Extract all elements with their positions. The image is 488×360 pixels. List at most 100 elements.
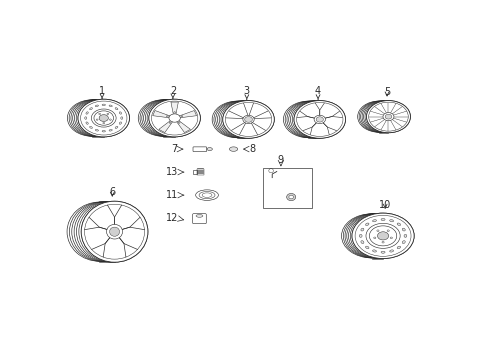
- Polygon shape: [152, 111, 171, 118]
- Ellipse shape: [377, 232, 388, 240]
- Ellipse shape: [115, 108, 118, 110]
- Ellipse shape: [380, 219, 384, 221]
- Ellipse shape: [99, 113, 101, 114]
- Polygon shape: [178, 111, 196, 118]
- Ellipse shape: [84, 117, 86, 119]
- Ellipse shape: [382, 113, 393, 121]
- Ellipse shape: [396, 246, 400, 249]
- Ellipse shape: [95, 129, 98, 131]
- Ellipse shape: [86, 112, 88, 114]
- Ellipse shape: [109, 227, 120, 236]
- Ellipse shape: [293, 100, 345, 138]
- Polygon shape: [159, 120, 173, 132]
- Ellipse shape: [102, 122, 104, 124]
- Ellipse shape: [119, 112, 122, 114]
- Ellipse shape: [244, 117, 252, 122]
- Text: 12: 12: [165, 213, 178, 223]
- Ellipse shape: [91, 109, 116, 127]
- Ellipse shape: [372, 220, 376, 222]
- Ellipse shape: [360, 241, 363, 243]
- Bar: [193, 170, 196, 174]
- Bar: [196, 169, 203, 175]
- Ellipse shape: [181, 116, 183, 117]
- Text: 11: 11: [165, 190, 178, 200]
- Ellipse shape: [166, 116, 168, 117]
- Ellipse shape: [366, 100, 409, 133]
- Ellipse shape: [99, 114, 108, 121]
- Polygon shape: [171, 102, 178, 115]
- Ellipse shape: [229, 147, 237, 151]
- Text: 7: 7: [171, 144, 178, 154]
- Ellipse shape: [178, 122, 180, 123]
- Ellipse shape: [115, 126, 118, 129]
- Text: 5: 5: [383, 87, 389, 97]
- Ellipse shape: [372, 250, 376, 252]
- Bar: [262, 168, 311, 208]
- Ellipse shape: [368, 226, 396, 246]
- Ellipse shape: [286, 193, 295, 201]
- Polygon shape: [176, 120, 190, 132]
- Text: 4: 4: [314, 86, 321, 99]
- Ellipse shape: [109, 105, 112, 107]
- Ellipse shape: [385, 114, 391, 119]
- Ellipse shape: [119, 122, 122, 124]
- Ellipse shape: [196, 215, 203, 217]
- Ellipse shape: [169, 122, 171, 123]
- Ellipse shape: [89, 108, 92, 110]
- Ellipse shape: [402, 241, 405, 243]
- Ellipse shape: [102, 104, 105, 105]
- Ellipse shape: [148, 99, 200, 137]
- Ellipse shape: [102, 130, 105, 132]
- Ellipse shape: [359, 234, 361, 237]
- Ellipse shape: [109, 129, 112, 131]
- Ellipse shape: [96, 119, 98, 120]
- Ellipse shape: [386, 230, 388, 231]
- Ellipse shape: [243, 115, 254, 123]
- Ellipse shape: [351, 213, 413, 258]
- Ellipse shape: [360, 228, 363, 231]
- Text: 13: 13: [165, 167, 178, 177]
- Ellipse shape: [89, 126, 92, 129]
- Ellipse shape: [81, 201, 147, 262]
- Ellipse shape: [365, 223, 368, 226]
- Text: 8: 8: [249, 144, 255, 154]
- Ellipse shape: [316, 117, 323, 122]
- Ellipse shape: [389, 250, 393, 252]
- Text: 2: 2: [169, 86, 176, 98]
- Ellipse shape: [107, 113, 108, 114]
- Ellipse shape: [78, 99, 129, 137]
- FancyBboxPatch shape: [192, 214, 206, 224]
- Ellipse shape: [288, 195, 293, 199]
- FancyBboxPatch shape: [193, 147, 206, 152]
- Ellipse shape: [365, 246, 368, 249]
- Ellipse shape: [313, 115, 325, 123]
- Ellipse shape: [173, 112, 175, 113]
- Ellipse shape: [402, 228, 405, 231]
- Ellipse shape: [202, 193, 211, 197]
- Ellipse shape: [109, 119, 111, 120]
- Ellipse shape: [199, 192, 215, 199]
- Ellipse shape: [373, 237, 375, 239]
- Text: 10: 10: [378, 199, 390, 210]
- Ellipse shape: [169, 114, 180, 122]
- Ellipse shape: [396, 223, 400, 226]
- Ellipse shape: [121, 117, 122, 119]
- Ellipse shape: [86, 122, 88, 124]
- Ellipse shape: [389, 237, 392, 239]
- Ellipse shape: [94, 111, 113, 125]
- Text: 1: 1: [99, 86, 105, 98]
- Ellipse shape: [206, 148, 212, 150]
- Ellipse shape: [365, 223, 399, 248]
- Text: 9: 9: [277, 154, 284, 165]
- Ellipse shape: [223, 100, 274, 138]
- Ellipse shape: [376, 230, 378, 231]
- Ellipse shape: [389, 220, 393, 222]
- Ellipse shape: [195, 190, 218, 201]
- Ellipse shape: [381, 242, 384, 243]
- Ellipse shape: [403, 234, 406, 237]
- Text: 6: 6: [109, 187, 115, 197]
- Ellipse shape: [95, 105, 98, 107]
- Ellipse shape: [380, 251, 384, 253]
- Text: 3: 3: [243, 86, 249, 99]
- Ellipse shape: [106, 224, 122, 239]
